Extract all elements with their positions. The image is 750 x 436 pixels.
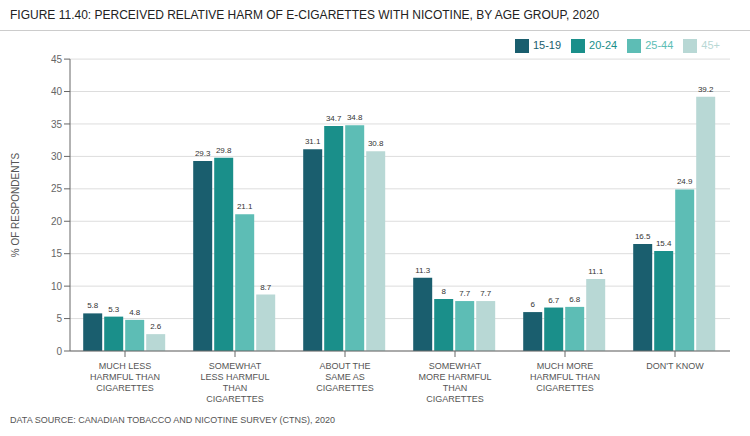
svg-text:7.7: 7.7 <box>459 289 471 298</box>
html-text:FIGURE 11.40: PERCEIVED RELATI: FIGURE 11.40: PERCEIVED RELATIVE HARM OF… <box>10 8 600 22</box>
html-text:45+: 45+ <box>701 39 720 51</box>
html-text:DATA SOURCE: CANADIAN TOBACCO: DATA SOURCE: CANADIAN TOBACCO AND NICOTI… <box>10 415 336 425</box>
html-text:25-44: 25-44 <box>645 39 674 51</box>
svg-text:6.8: 6.8 <box>569 295 581 304</box>
svg-text:7.7: 7.7 <box>480 289 492 298</box>
svg-text:29.3: 29.3 <box>195 149 211 158</box>
svg-text:40: 40 <box>51 86 63 97</box>
svg-text:45: 45 <box>51 54 63 65</box>
svg-text:20: 20 <box>51 216 63 227</box>
svg-text:24.9: 24.9 <box>677 177 693 186</box>
svg-text:2.6: 2.6 <box>150 322 162 331</box>
svg-text:5: 5 <box>56 313 62 324</box>
svg-text:30: 30 <box>51 151 63 162</box>
svg-text:34.7: 34.7 <box>326 114 342 123</box>
svg-text:34.8: 34.8 <box>347 113 363 122</box>
svg-text:8.7: 8.7 <box>260 283 272 292</box>
html-text:20-24: 20-24 <box>589 39 618 51</box>
svg-text:35: 35 <box>51 119 63 130</box>
svg-text:4.8: 4.8 <box>129 308 141 317</box>
svg-text:25: 25 <box>51 183 63 194</box>
svg-text:16.5: 16.5 <box>635 232 651 241</box>
svg-text:MUCH LESSHARMFUL THANCIGARETTE: MUCH LESSHARMFUL THANCIGARETTES <box>90 361 160 393</box>
svg-text:ABOUT THESAME ASCIGARETTES: ABOUT THESAME ASCIGARETTES <box>316 361 374 393</box>
svg-text:SOMEWHATLESS HARMFULTHANCIGARE: SOMEWHATLESS HARMFULTHANCIGARETTES <box>200 361 269 404</box>
html-text:15-19: 15-19 <box>532 39 561 51</box>
svg-text:SOMEWHATMORE HARMFULTHANCIGARE: SOMEWHATMORE HARMFULTHANCIGARETTES <box>418 361 491 404</box>
svg-text:11.3: 11.3 <box>415 266 431 275</box>
svg-text:6: 6 <box>530 300 535 309</box>
svg-text:6.7: 6.7 <box>548 296 560 305</box>
svg-text:0: 0 <box>56 346 62 357</box>
svg-text:5.3: 5.3 <box>108 305 120 314</box>
svg-text:15: 15 <box>51 248 63 259</box>
svg-text:MUCH MOREHARMFUL THANCIGARETTE: MUCH MOREHARMFUL THANCIGARETTES <box>530 361 600 393</box>
svg-text:11.1: 11.1 <box>588 267 604 276</box>
svg-text:15.4: 15.4 <box>656 239 672 248</box>
svg-text:10: 10 <box>51 281 63 292</box>
svg-text:8: 8 <box>441 287 446 296</box>
svg-text:30.8: 30.8 <box>368 139 384 148</box>
svg-text:31.1: 31.1 <box>305 137 321 146</box>
svg-text:% OF RESPONDENTS: % OF RESPONDENTS <box>10 152 21 257</box>
svg-text:21.1: 21.1 <box>237 202 253 211</box>
svg-text:5.8: 5.8 <box>87 301 99 310</box>
svg-text:DON'T KNOW: DON'T KNOW <box>646 361 704 371</box>
svg-text:39.2: 39.2 <box>698 85 714 94</box>
svg-text:29.8: 29.8 <box>216 146 232 155</box>
